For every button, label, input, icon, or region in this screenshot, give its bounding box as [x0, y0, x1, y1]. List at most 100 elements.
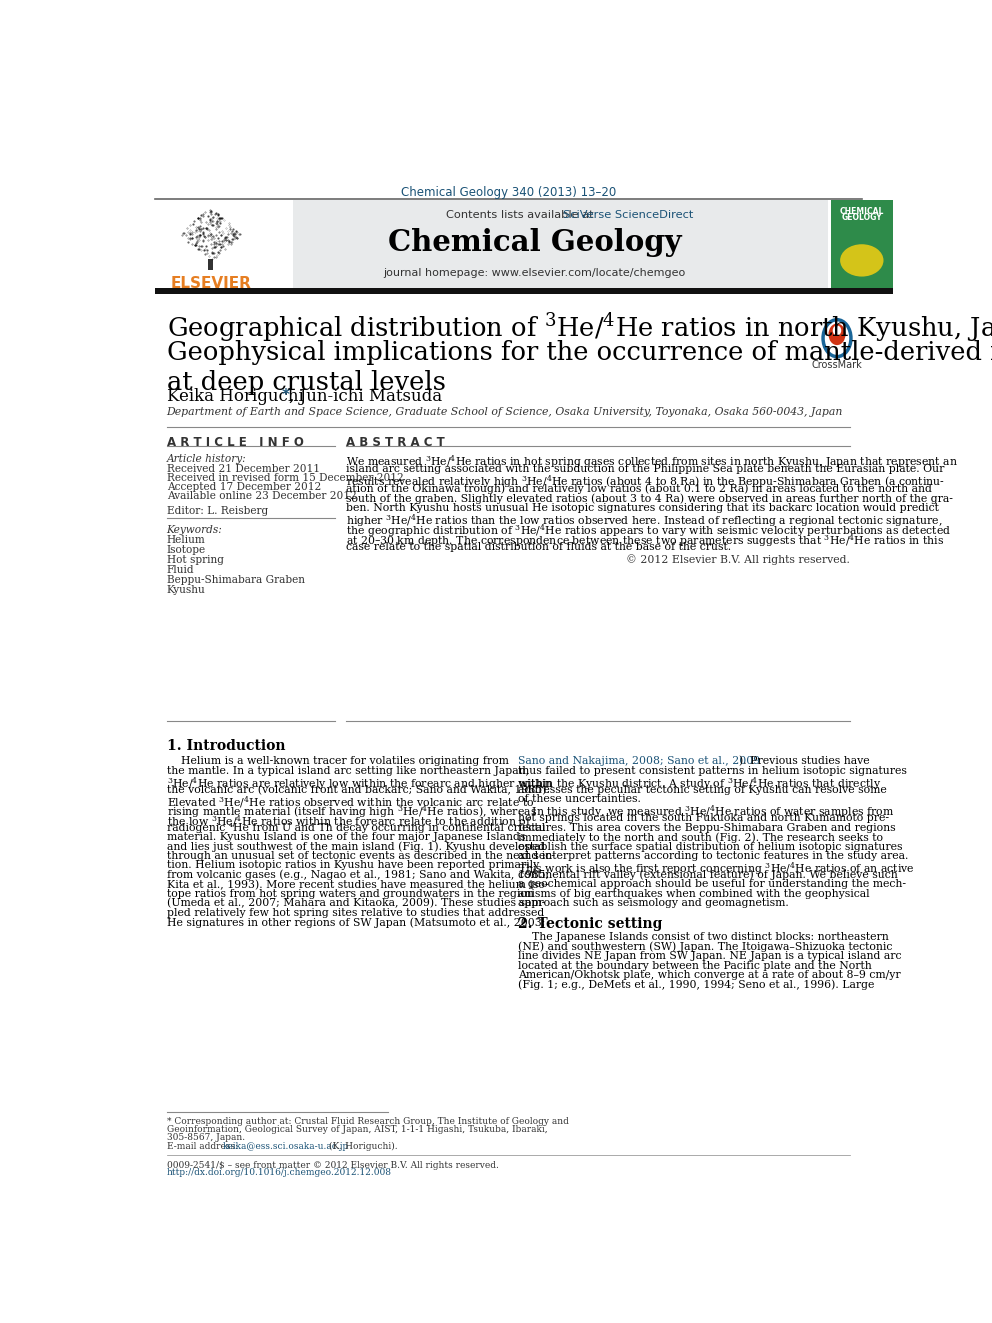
Text: * Corresponding author at: Crustal Fluid Research Group, The Institute of Geolog: * Corresponding author at: Crustal Fluid…: [167, 1118, 568, 1126]
Bar: [208, 259, 213, 270]
Text: Available online 23 December 2012: Available online 23 December 2012: [167, 491, 356, 501]
Text: line divides NE Japan from SW Japan. NE Japan is a typical island arc: line divides NE Japan from SW Japan. NE …: [518, 951, 901, 962]
Bar: [155, 200, 293, 288]
Text: case relate to the spatial distribution of fluids at the base of the crust.: case relate to the spatial distribution …: [345, 542, 731, 553]
Text: Geophysical implications for the occurrence of mantle-derived fluids: Geophysical implications for the occurre…: [167, 340, 992, 365]
Text: SciVerse ScienceDirect: SciVerse ScienceDirect: [563, 209, 693, 220]
Text: A B S T R A C T: A B S T R A C T: [345, 437, 444, 448]
Text: the mantle. In a typical island arc setting like northeastern Japan,: the mantle. In a typical island arc sett…: [167, 766, 529, 775]
Text: fectures. This area covers the Beppu-Shimabara Graben and regions: fectures. This area covers the Beppu-Shi…: [518, 823, 896, 832]
Text: Contents lists available at: Contents lists available at: [445, 209, 597, 220]
Text: Elevated $\mathregular{^3}$He/$\mathregular{^4}$He ratios observed within the vo: Elevated $\mathregular{^3}$He/$\mathregu…: [167, 794, 535, 810]
Text: CHEMICAL: CHEMICAL: [839, 206, 884, 216]
Text: http://dx.doi.org/10.1016/j.chemgeo.2012.12.008: http://dx.doi.org/10.1016/j.chemgeo.2012…: [167, 1168, 392, 1177]
Text: anisms of big earthquakes when combined with the geophysical: anisms of big earthquakes when combined …: [518, 889, 869, 898]
Text: © 2012 Elsevier B.V. All rights reserved.: © 2012 Elsevier B.V. All rights reserved…: [626, 554, 850, 565]
Text: of these uncertainties.: of these uncertainties.: [518, 794, 641, 804]
Text: immediately to the north and south (Fig. 2). The research seeks to: immediately to the north and south (Fig.…: [518, 832, 883, 843]
Text: journal homepage: www.elsevier.com/locate/chemgeo: journal homepage: www.elsevier.com/locat…: [384, 269, 685, 278]
Text: within the Kyushu district. A study of $\mathregular{^3}$He/$\mathregular{^4}$He: within the Kyushu district. A study of $…: [518, 775, 881, 792]
Text: He signatures in other regions of SW Japan (Matsumoto et al., 2003;: He signatures in other regions of SW Jap…: [167, 917, 545, 927]
Text: south of the graben. Slightly elevated ratios (about 3 to 4 Ra) were observed in: south of the graben. Slightly elevated r…: [345, 493, 952, 504]
Text: Kita et al., 1993). More recent studies have measured the helium iso-: Kita et al., 1993). More recent studies …: [167, 880, 549, 890]
Text: American/Okhotsk plate, which converge at a rate of about 8–9 cm/yr: American/Okhotsk plate, which converge a…: [518, 970, 901, 980]
Text: material. Kyushu Island is one of the four major Japanese Islands: material. Kyushu Island is one of the fo…: [167, 832, 525, 841]
Bar: [155, 200, 827, 288]
Text: 0009-2541/$ – see front matter © 2012 Elsevier B.V. All rights reserved.: 0009-2541/$ – see front matter © 2012 El…: [167, 1160, 499, 1170]
Text: Keika Horiguchi: Keika Horiguchi: [167, 388, 309, 405]
Ellipse shape: [840, 245, 884, 277]
Text: Keywords:: Keywords:: [167, 525, 222, 536]
Text: 2. Tectonic setting: 2. Tectonic setting: [518, 917, 662, 931]
Text: (NE) and southwestern (SW) Japan. The Itoigawa–Shizuoka tectonic: (NE) and southwestern (SW) Japan. The It…: [518, 942, 892, 953]
Text: (K. Horiguchi).: (K. Horiguchi).: [325, 1142, 397, 1151]
Text: addresses the peculiar tectonic setting of Kyushu can resolve some: addresses the peculiar tectonic setting …: [518, 785, 887, 795]
Text: We measured $\mathregular{^3}$He/$\mathregular{^4}$He ratios in hot spring gases: We measured $\mathregular{^3}$He/$\mathr…: [345, 454, 957, 470]
Text: Geographical distribution of $\mathregular{^3}$He/$\mathregular{^4}$He ratios in: Geographical distribution of $\mathregul…: [167, 311, 992, 344]
Text: Received in revised form 15 December 2012: Received in revised form 15 December 201…: [167, 472, 404, 483]
Text: the volcanic arc (volcanic front and backarc; Sano and Wakita, 1985).: the volcanic arc (volcanic front and bac…: [167, 785, 550, 795]
Ellipse shape: [832, 325, 841, 336]
Text: Received 21 December 2011: Received 21 December 2011: [167, 463, 319, 474]
Text: ation of the Okinawa trough) and relatively low ratios (about 0.1 to 2 Ra) in ar: ation of the Okinawa trough) and relativ…: [345, 483, 931, 493]
Text: 1. Introduction: 1. Introduction: [167, 740, 285, 753]
Text: at deep crustal levels: at deep crustal levels: [167, 369, 445, 394]
Text: (Fig. 1; e.g., DeMets et al., 1990, 1994; Seno et al., 1996). Large: (Fig. 1; e.g., DeMets et al., 1990, 1994…: [518, 980, 874, 991]
Text: , Jun-ichi Matsuda: , Jun-ichi Matsuda: [289, 388, 442, 405]
Text: results revealed relatively high $\mathregular{^3}$He/$\mathregular{^4}$He ratio: results revealed relatively high $\mathr…: [345, 474, 944, 490]
Text: Sano and Nakajima, 2008; Sano et al., 2009: Sano and Nakajima, 2008; Sano et al., 20…: [518, 757, 760, 766]
Text: E-mail address:: E-mail address:: [167, 1142, 241, 1151]
Text: CrossMark: CrossMark: [811, 360, 862, 369]
Text: from volcanic gases (e.g., Nagao et al., 1981; Sano and Wakita, 1985;: from volcanic gases (e.g., Nagao et al.,…: [167, 871, 549, 881]
Text: island arc setting associated with the subduction of the Philippine Sea plate be: island arc setting associated with the s…: [345, 463, 944, 474]
Text: Hot spring: Hot spring: [167, 556, 223, 565]
Text: ). Previous studies have: ). Previous studies have: [739, 757, 869, 766]
Text: Article history:: Article history:: [167, 454, 246, 463]
Text: and lies just southwest of the main island (Fig. 1). Kyushu developed: and lies just southwest of the main isla…: [167, 841, 545, 852]
Text: the geographic distribution of $\mathregular{^3}$He/$\mathregular{^4}$He ratios : the geographic distribution of $\mathreg…: [345, 523, 950, 540]
Text: Isotope: Isotope: [167, 545, 205, 556]
Text: higher $\mathregular{^3}$He/$\mathregular{^4}$He ratios than the low ratios obse: higher $\mathregular{^3}$He/$\mathregula…: [345, 513, 942, 529]
Text: Beppu-Shimabara Graben: Beppu-Shimabara Graben: [167, 576, 305, 585]
Text: Editor: L. Reisberg: Editor: L. Reisberg: [167, 505, 268, 516]
Text: Chemical Geology: Chemical Geology: [388, 228, 682, 257]
Text: pled relatively few hot spring sites relative to studies that addressed: pled relatively few hot spring sites rel…: [167, 908, 544, 918]
Text: Chemical Geology 340 (2013) 13–20: Chemical Geology 340 (2013) 13–20: [401, 187, 616, 200]
Text: ELSEVIER: ELSEVIER: [171, 275, 251, 291]
Text: 305-8567, Japan.: 305-8567, Japan.: [167, 1132, 245, 1142]
Text: (Umeda et al., 2007; Mahara and Kitaoka, 2009). These studies sam-: (Umeda et al., 2007; Mahara and Kitaoka,…: [167, 898, 545, 909]
Text: Helium: Helium: [167, 536, 205, 545]
Text: a geochemical approach should be useful for understanding the mech-: a geochemical approach should be useful …: [518, 880, 906, 889]
Text: Fluid: Fluid: [167, 565, 194, 576]
Text: radiogenic ⁴He from U and Th decay occurring in continental crustal: radiogenic ⁴He from U and Th decay occur…: [167, 823, 545, 832]
Text: keika@ess.sci.osaka-u.ac.jp: keika@ess.sci.osaka-u.ac.jp: [222, 1142, 348, 1151]
Text: In this study, we measured $\mathregular{^3}$He/$\mathregular{^4}$He ratios of w: In this study, we measured $\mathregular…: [518, 803, 894, 820]
Text: located at the boundary between the Pacific plate and the North: located at the boundary between the Paci…: [518, 960, 871, 971]
Bar: [155, 288, 893, 294]
Bar: [831, 200, 893, 288]
Text: continental rift valley (extensional feature) of Japan. We believe such: continental rift valley (extensional fea…: [518, 871, 898, 881]
Text: tope ratios from hot spring waters and groundwaters in the region: tope ratios from hot spring waters and g…: [167, 889, 534, 898]
Text: thus failed to present consistent patterns in helium isotopic signatures: thus failed to present consistent patter…: [518, 766, 907, 775]
Text: approach such as seismology and geomagnetism.: approach such as seismology and geomagne…: [518, 898, 789, 909]
Text: tion. Helium isotopic ratios in Kyushu have been reported primarily: tion. Helium isotopic ratios in Kyushu h…: [167, 860, 539, 871]
Text: The Japanese Islands consist of two distinct blocks: northeastern: The Japanese Islands consist of two dist…: [518, 933, 889, 942]
Text: *: *: [282, 388, 290, 404]
Text: Kyushu: Kyushu: [167, 585, 205, 595]
Text: Department of Earth and Space Science, Graduate School of Science, Osaka Univers: Department of Earth and Space Science, G…: [167, 406, 843, 417]
Text: the low $\mathregular{^3}$He/$\mathregular{^4}$He ratios within the forearc rela: the low $\mathregular{^3}$He/$\mathregul…: [167, 814, 532, 828]
Text: and interpret patterns according to tectonic features in the study area.: and interpret patterns according to tect…: [518, 851, 908, 861]
Text: establish the surface spatial distribution of helium isotopic signatures: establish the surface spatial distributi…: [518, 841, 902, 852]
Text: Geoinformation, Geological Survey of Japan, AIST, 1-1-1 Higashi, Tsukuba, Ibarak: Geoinformation, Geological Survey of Jap…: [167, 1125, 548, 1134]
Text: hot springs located in the south Fukuoka and north Kumamoto pre-: hot springs located in the south Fukuoka…: [518, 814, 889, 823]
Text: $\mathregular{^3}$He/$\mathregular{^4}$He ratios are relatively low within the f: $\mathregular{^3}$He/$\mathregular{^4}$H…: [167, 775, 554, 792]
Text: through an unusual set of tectonic events as described in the next sec-: through an unusual set of tectonic event…: [167, 851, 555, 861]
Text: This work is also the first report concerning $\mathregular{^3}$He/$\mathregular: This work is also the first report conce…: [518, 860, 915, 877]
Text: Helium is a well-known tracer for volatiles originating from: Helium is a well-known tracer for volati…: [167, 757, 509, 766]
Text: A R T I C L E   I N F O: A R T I C L E I N F O: [167, 437, 304, 448]
Text: ben. North Kyushu hosts unusual He isotopic signatures considering that its back: ben. North Kyushu hosts unusual He isoto…: [345, 503, 938, 513]
Text: GEOLOGY: GEOLOGY: [841, 213, 882, 222]
Text: rising mantle material (itself having high $\mathregular{^3}$He/$\mathregular{^4: rising mantle material (itself having hi…: [167, 803, 537, 820]
Text: at 20–30 km depth. The correspondence between these two parameters suggests that: at 20–30 km depth. The correspondence be…: [345, 533, 944, 549]
Ellipse shape: [828, 324, 845, 345]
